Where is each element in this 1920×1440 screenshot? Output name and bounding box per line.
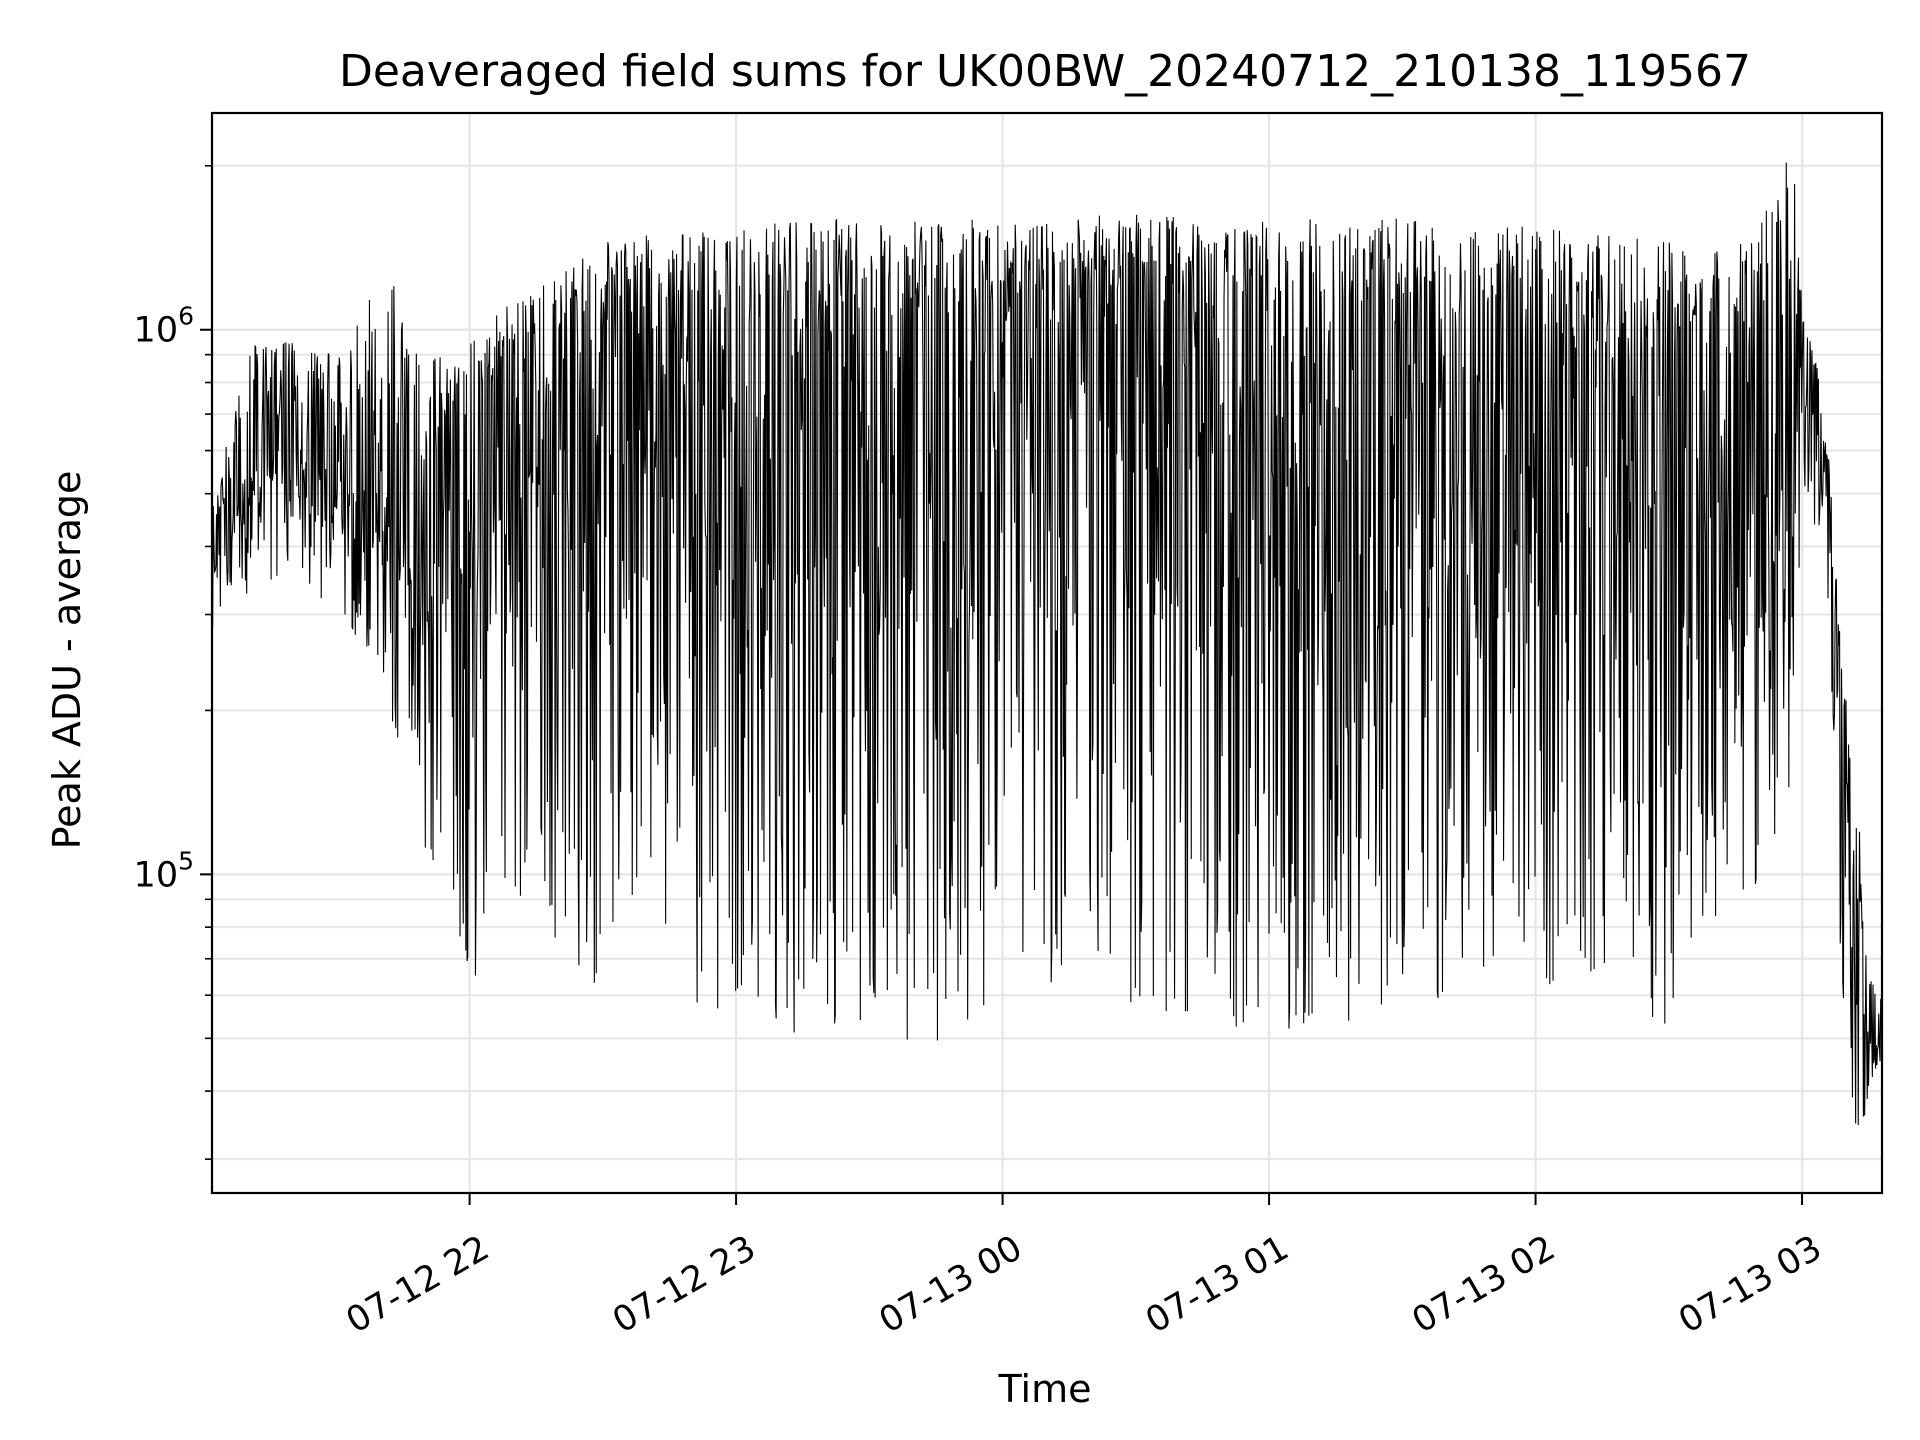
y-tick-label: 106 — [134, 302, 194, 351]
y-axis-label: Peak ADU - average — [45, 471, 89, 850]
x-axis-label: Time — [998, 1367, 1092, 1411]
chart-title: Deaveraged field sums for UK00BW_2024071… — [339, 46, 1751, 97]
plot-frame — [210, 111, 1884, 1195]
y-tick-label: 105 — [134, 846, 194, 895]
plot-area — [211, 162, 1883, 1126]
y-axis: 105 106 — [134, 164, 212, 1160]
series-line — [211, 162, 1883, 1126]
